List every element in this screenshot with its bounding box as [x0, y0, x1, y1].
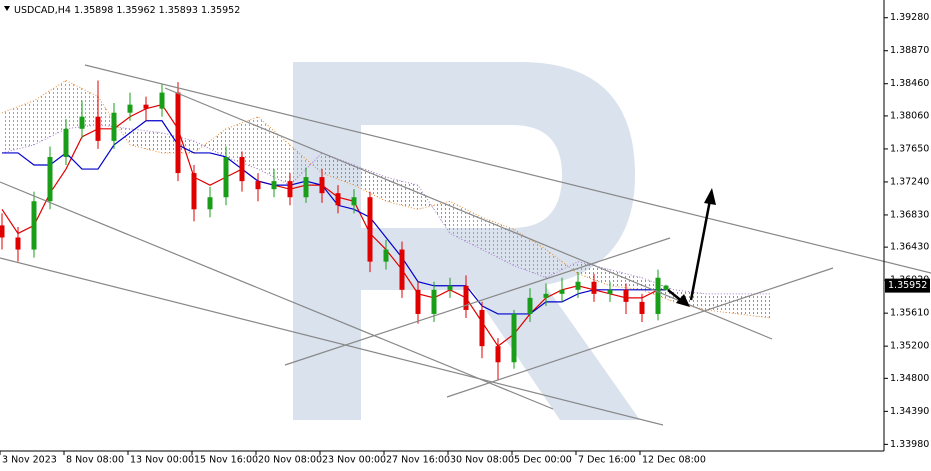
x-tick-label: 3 Nov 2023 [2, 455, 57, 466]
plot-area [0, 79, 771, 380]
x-tick-label: 8 Nov 08:00 [66, 455, 124, 466]
candle-body [111, 112, 117, 141]
candle-body [223, 156, 229, 198]
candle-body [623, 289, 629, 302]
candle-body [271, 181, 277, 190]
candle-body [463, 285, 469, 310]
y-tick-label: 1.37650 [890, 143, 929, 154]
y-tick-label: 1.34390 [890, 406, 929, 417]
candle-body [543, 293, 549, 298]
cloud-segment [738, 293, 770, 318]
y-tick-label: 1.33980 [890, 439, 929, 450]
candle-body [95, 116, 101, 141]
candle-body [591, 281, 597, 294]
candle-body [663, 285, 669, 290]
cloud-segment [706, 293, 738, 314]
candle-body [15, 237, 21, 250]
y-tick-label: 1.38060 [890, 110, 929, 121]
x-tick-label: 30 Nov 08:00 [450, 455, 514, 466]
candle-body [207, 197, 213, 210]
axes: 1.39280 1.38870 1.38460 1.38060 1.37650 1.372… [0, 12, 930, 466]
header-icon [4, 6, 10, 11]
candle-body [31, 201, 37, 250]
candle-body [431, 289, 437, 314]
candle-body [479, 309, 485, 347]
y-tick-label: 1.36430 [890, 242, 929, 253]
cloud-segment [226, 116, 258, 170]
x-tick-label: 12 Dec 08:00 [642, 455, 706, 466]
candle-body [447, 285, 453, 290]
candle-body [255, 181, 261, 190]
cloud-segment [34, 80, 66, 145]
header-close: 1.35952 [201, 5, 240, 16]
candle-body [383, 249, 389, 262]
candle-body [559, 289, 565, 294]
x-tick-label: 20 Nov 08:00 [258, 455, 322, 466]
candle-body [399, 249, 405, 290]
cloud-segment [354, 165, 386, 202]
candle-body [47, 156, 53, 202]
candle-body [639, 301, 645, 314]
candle-body [0, 225, 5, 238]
candle-body [63, 128, 69, 157]
candle-body [319, 177, 325, 194]
candle-body [607, 289, 613, 294]
candle-body [351, 197, 357, 206]
candle-body [335, 193, 341, 206]
chart-header: USDCAD,H4 1.35898 1.35962 1.35893 1.3595… [14, 5, 240, 16]
header-low: 1.35893 [159, 5, 198, 16]
x-tick-label: 5 Dec 00:00 [514, 455, 572, 466]
candle-body [191, 173, 197, 210]
cloud-segment [290, 144, 322, 186]
candle-body [511, 313, 517, 363]
x-tick-label: 15 Nov 16:00 [194, 455, 258, 466]
x-tick-label: 7 Dec 16:00 [578, 455, 636, 466]
candle-body [655, 277, 661, 314]
candle-body [287, 181, 293, 198]
forecast-arrows [667, 188, 716, 307]
candle-body [303, 177, 309, 198]
y-tick-label: 1.39280 [890, 12, 929, 23]
y-tick-label: 1.38460 [890, 78, 929, 89]
y-tick-label: 1.37240 [890, 176, 929, 187]
y-tick-label: 1.38870 [890, 45, 929, 56]
cloud-segment [2, 100, 34, 153]
y-tick-label: 1.35200 [890, 341, 929, 352]
cloud-segment [130, 128, 162, 153]
cloud-segment [258, 116, 290, 186]
price-label: 1.35952 [888, 280, 927, 291]
trend-lines [0, 64, 931, 426]
candle-body [79, 116, 85, 129]
x-tick-label: 13 Nov 00:00 [130, 455, 194, 466]
y-tick-label: 1.35610 [890, 308, 929, 319]
candle-body [575, 281, 581, 290]
cloud-segment [546, 249, 578, 278]
candle-body [159, 92, 165, 109]
y-tick-label: 1.34800 [890, 373, 929, 384]
y-tick-label: 1.36830 [890, 209, 929, 220]
candle-body [143, 104, 149, 109]
cloud-segment [386, 177, 418, 210]
candle-body [415, 289, 421, 314]
cloud-segment [514, 229, 546, 278]
cloud-segment [194, 128, 226, 157]
header-open: 1.35898 [74, 5, 113, 16]
candle-body [175, 92, 181, 174]
candle-body [495, 346, 501, 363]
x-tick-label: 27 Nov 16:00 [386, 455, 450, 466]
cloud-segment [322, 152, 354, 186]
candle-body [527, 297, 533, 314]
x-tick-label: 23 Nov 00:00 [322, 455, 386, 466]
candle-body [127, 104, 133, 113]
cloud-segment [674, 289, 706, 310]
header-high: 1.35962 [116, 5, 155, 16]
cloud-segment [450, 201, 482, 250]
symbol: USDCAD,H4 [14, 5, 71, 16]
cloud-edge [1, 79, 771, 319]
candle-body [239, 156, 245, 182]
candle-body [367, 197, 373, 262]
price-label-box [885, 278, 930, 293]
